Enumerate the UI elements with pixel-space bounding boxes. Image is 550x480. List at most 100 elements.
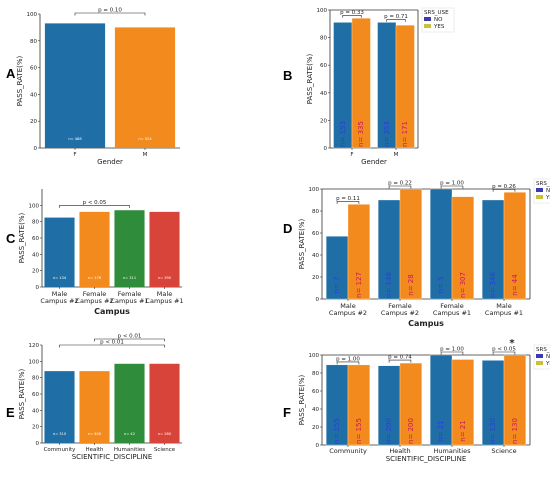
pvalue-label: p = 0.26 xyxy=(492,184,516,190)
bar-count-label: n= 148 xyxy=(385,272,393,298)
legend-label-no: NO xyxy=(434,17,443,23)
legend-swatch-yes xyxy=(536,361,543,365)
bar-count-label: n= 488 xyxy=(68,137,82,141)
x-tick-label: Campus #2 xyxy=(329,309,367,317)
y-tick-label: 80 xyxy=(32,220,39,226)
legend-swatch-no xyxy=(424,17,431,21)
legend-title: SRS_USE xyxy=(536,347,550,353)
pvalue-bracket xyxy=(492,351,516,355)
pvalue-bracket xyxy=(94,338,165,342)
pvalue-label: p = 1.00 xyxy=(336,356,360,362)
y-tick-label: 40 xyxy=(320,91,327,97)
y-tick-label: 60 xyxy=(32,392,39,398)
x-tick-label: Science xyxy=(154,447,176,453)
y-tick-label: 0 xyxy=(36,441,40,447)
pvalue-bracket xyxy=(59,205,130,208)
bar-count-label: n= 155 xyxy=(355,418,363,444)
bar-yes-3 xyxy=(503,192,526,300)
y-tick-label: 120 xyxy=(29,343,40,349)
x-tick-label: Female xyxy=(388,302,412,310)
panel-label-d: D xyxy=(283,221,292,236)
x-tick-label: Campus #1 xyxy=(433,309,471,317)
x-tick-label: Community xyxy=(329,447,367,455)
bar-yes-3 xyxy=(503,354,526,446)
y-tick-label: 20 xyxy=(32,269,39,275)
bar-yes-0 xyxy=(351,18,371,149)
x-tick-label: Humanities xyxy=(434,447,472,455)
bar-count-label: n= 44 xyxy=(511,274,519,296)
bar-0 xyxy=(44,23,106,149)
pvalue-bracket xyxy=(59,344,165,348)
y-axis-label: PASS_RATE(%) xyxy=(298,218,306,269)
y-axis-label: PASS_RATE(%) xyxy=(16,55,24,106)
y-tick-label: 20 xyxy=(32,425,39,431)
y-tick-label: 20 xyxy=(30,119,37,125)
x-tick-label: F xyxy=(73,152,76,158)
bar-count-label: n= 28 xyxy=(407,274,415,295)
y-tick-label: 60 xyxy=(32,236,39,242)
x-axis-label: SCIENTIFIC_DISCIPLINE xyxy=(72,453,153,461)
legend-swatch-yes xyxy=(536,195,543,199)
y-tick-label: 0 xyxy=(316,443,320,449)
x-tick-label: Health xyxy=(389,447,410,455)
legend-label-no: NO xyxy=(546,354,550,360)
pvalue-label: p = 0.74 xyxy=(388,355,412,361)
y-tick-label: 80 xyxy=(320,36,327,42)
x-axis-label: Campus xyxy=(408,319,444,328)
x-tick-label: Male xyxy=(496,302,511,310)
chart-b: B 0 20 40 60 80 100 PASS_RATE(%) n= 153 n= 353 n= … xyxy=(283,7,455,166)
x-tick-label: Female xyxy=(83,290,107,298)
legend-swatch-no xyxy=(536,354,543,358)
panel-label-a: A xyxy=(6,66,16,81)
x-tick-label: Female xyxy=(440,302,464,310)
bar-yes-1 xyxy=(399,188,422,300)
x-tick-label: Science xyxy=(491,447,516,455)
bar-count-label: n= 21 xyxy=(437,420,445,441)
x-tick-label: Campus #1 xyxy=(110,297,148,305)
y-tick-label: 0 xyxy=(36,285,40,291)
pvalue-label: p < 0.05 xyxy=(492,347,516,353)
bar-2 xyxy=(114,210,145,287)
bar-count-label: n= 200 xyxy=(385,418,393,444)
bar-count-label: n= 200 xyxy=(407,418,415,444)
bar-count-label: n= 7 xyxy=(333,277,341,294)
pvalue-bracket xyxy=(388,185,412,189)
bar-count-label: n= 260 xyxy=(158,432,172,436)
x-tick-label: Female xyxy=(118,290,142,298)
pvalue-label: p < 0.01 xyxy=(118,334,142,340)
bar-count-label: n= 346 xyxy=(489,272,497,298)
bar-count-label: n= 130 xyxy=(511,418,519,444)
y-tick-label: 80 xyxy=(30,39,37,45)
bar-count-label: n= 335 xyxy=(357,121,365,147)
y-axis-label: PASS_RATE(%) xyxy=(18,212,26,263)
y-tick-label: 80 xyxy=(312,209,319,215)
bar-count-label: n= 42 xyxy=(124,432,135,436)
y-tick-label: 40 xyxy=(32,252,39,258)
y-tick-label: 60 xyxy=(30,66,37,72)
x-tick-label: Health xyxy=(85,447,104,453)
pvalue-label: p = 0.10 xyxy=(98,8,122,14)
bar-count-label: n= 130 xyxy=(489,418,497,444)
x-tick-label: Male xyxy=(157,290,172,298)
bar-count-label: n= 176 xyxy=(88,276,102,280)
y-tick-label: 0 xyxy=(316,297,320,303)
bar-yes-0 xyxy=(347,204,370,300)
pvalue-bracket xyxy=(336,361,360,365)
pvalue-label: p = 0.71 xyxy=(384,14,408,20)
x-tick-label: M xyxy=(394,152,399,158)
x-tick-label: Campus #1 xyxy=(485,309,523,317)
y-tick-label: 100 xyxy=(309,187,320,193)
pvalue-bracket xyxy=(386,19,406,22)
y-tick-label: 60 xyxy=(312,389,319,395)
y-tick-label: 20 xyxy=(312,275,319,281)
pvalue-bracket xyxy=(440,351,464,355)
chart-d: D 0 20 40 60 80 100 PASS_RATE(%) n= 7 n= 148 n= 5 n… xyxy=(283,178,550,328)
panel-c: C 0 20 40 60 80 100 PASS_RATE(%) n= 134 n= 176 n= … xyxy=(0,165,275,325)
panel-a: A 0 20 40 60 80 100 PASS_RATE(%) n= 488 n= 524 F M G… xyxy=(0,0,275,166)
y-tick-label: 0 xyxy=(34,146,38,152)
bar-count-label: n= 390 xyxy=(158,276,172,280)
chart-e: E 0 20 40 60 80 100 120 PASS_RATE(%) n= 310 n= 400… xyxy=(6,334,182,461)
legend-title: SRS_USE xyxy=(536,181,550,187)
x-tick-label: M xyxy=(143,152,148,158)
